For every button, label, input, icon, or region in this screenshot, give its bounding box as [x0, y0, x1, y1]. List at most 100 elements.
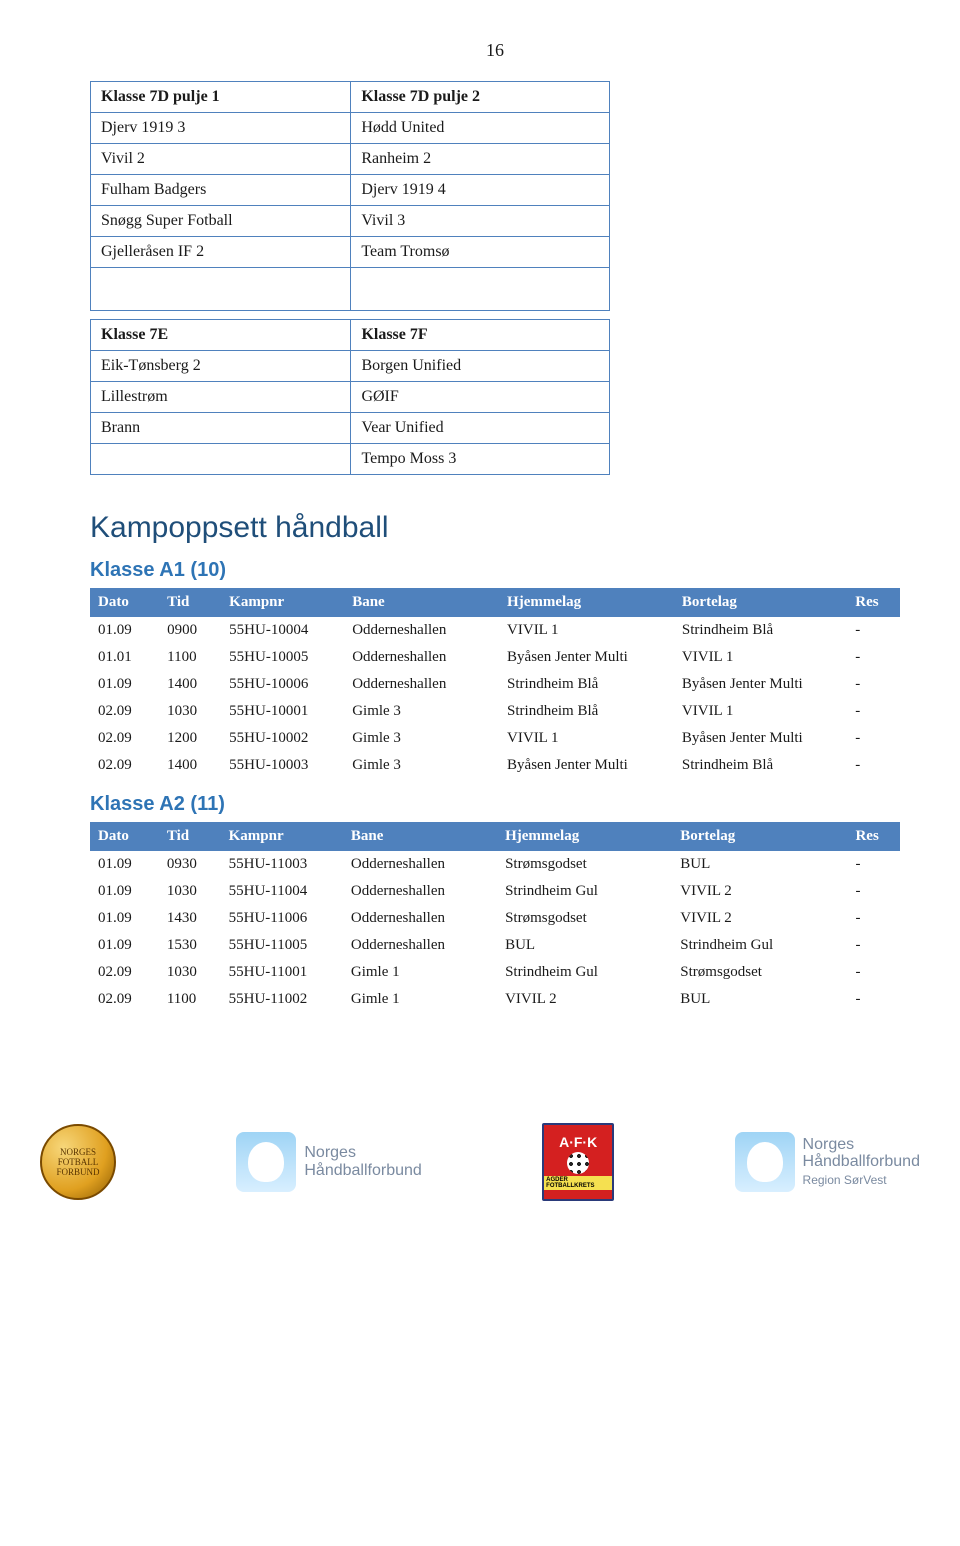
- group-cell: Snøgg Super Fotball: [91, 206, 351, 237]
- klasse-a2-title: Klasse A2 (11): [90, 793, 900, 816]
- table-cell-hj: VIVIL 1: [499, 725, 674, 752]
- table-cell-kamp: 55HU-10004: [221, 617, 344, 644]
- table-cell-dato: 01.01: [90, 644, 159, 671]
- table-cell-bo: VIVIL 1: [674, 644, 847, 671]
- table-row: 02.09140055HU-10003Gimle 3Byåsen Jenter …: [90, 752, 900, 779]
- table-cell-bane: Gimle 3: [344, 698, 499, 725]
- col-bortelag: Bortelag: [672, 822, 847, 851]
- table-cell-bo: Strindheim Gul: [672, 932, 847, 959]
- table-cell-res: -: [847, 851, 900, 878]
- group-cell: Gjelleråsen IF 2: [91, 237, 351, 268]
- afk-logo: A·F·K AGDER FOTBALLKRETS: [542, 1123, 614, 1201]
- group-table-7d: Klasse 7D pulje 1 Klasse 7D pulje 2 Djer…: [90, 81, 610, 311]
- afk-label: A·F·K: [559, 1134, 597, 1150]
- col-bane: Bane: [344, 588, 499, 617]
- schedule-table-a1: Dato Tid Kampnr Bane Hjemmelag Bortelag …: [90, 588, 900, 779]
- polar-bear-icon: [236, 1132, 296, 1192]
- table-cell-dato: 01.09: [90, 905, 159, 932]
- group-cell: Hødd United: [351, 113, 610, 144]
- table-cell-bane: Odderneshallen: [343, 905, 497, 932]
- table-header-row: Dato Tid Kampnr Bane Hjemmelag Bortelag …: [90, 588, 900, 617]
- table-cell-tid: 1400: [159, 752, 221, 779]
- table-cell-dato: 01.09: [90, 851, 159, 878]
- table-cell-dato: 01.09: [90, 617, 159, 644]
- table-cell-res: -: [847, 878, 900, 905]
- table-cell-hj: BUL: [497, 932, 672, 959]
- table-cell-bo: VIVIL 2: [672, 878, 847, 905]
- group-cell: [91, 444, 351, 475]
- col-tid: Tid: [159, 588, 221, 617]
- table-cell-bo: BUL: [672, 851, 847, 878]
- table-cell-res: -: [847, 617, 900, 644]
- table-cell-bane: Gimle 1: [343, 959, 497, 986]
- table-cell-bo: Byåsen Jenter Multi: [674, 725, 847, 752]
- table-cell-bane: Odderneshallen: [344, 617, 499, 644]
- table-cell-tid: 1100: [159, 986, 221, 1013]
- group-cell: Fulham Badgers: [91, 175, 351, 206]
- group-cell: Team Tromsø: [351, 237, 610, 268]
- table-cell-bane: Odderneshallen: [344, 671, 499, 698]
- table-cell-dato: 02.09: [90, 986, 159, 1013]
- table-cell-kamp: 55HU-11001: [221, 959, 343, 986]
- table-cell-dato: 02.09: [90, 725, 159, 752]
- nhf-region-text: NorgesHåndballforbundRegion SørVest: [803, 1136, 920, 1189]
- table-cell-kamp: 55HU-10002: [221, 725, 344, 752]
- table-cell-res: -: [847, 752, 900, 779]
- page: 16 Klasse 7D pulje 1 Klasse 7D pulje 2 D…: [0, 0, 960, 1033]
- table-cell-hj: Byåsen Jenter Multi: [499, 752, 674, 779]
- group-cell: Brann: [91, 413, 351, 444]
- group-header-7d2: Klasse 7D pulje 2: [351, 82, 610, 113]
- nhf-region: Region SørVest: [803, 1173, 887, 1187]
- klasse-a1-title: Klasse A1 (10): [90, 559, 900, 582]
- table-cell-hj: Strindheim Gul: [497, 959, 672, 986]
- table-cell-bane: Odderneshallen: [344, 644, 499, 671]
- nff-crest-icon: NORGESFOTBALLFORBUND: [40, 1124, 116, 1200]
- nhf-text: NorgesHåndballforbund: [304, 1144, 421, 1179]
- table-cell-kamp: 55HU-10001: [221, 698, 344, 725]
- table-cell-tid: 0900: [159, 617, 221, 644]
- afk-sub: AGDER FOTBALLKRETS: [544, 1176, 612, 1190]
- group-cell: Tempo Moss 3: [351, 444, 610, 475]
- col-hjemmelag: Hjemmelag: [499, 588, 674, 617]
- group-cell: Vivil 2: [91, 144, 351, 175]
- table-cell-kamp: 55HU-10003: [221, 752, 344, 779]
- col-res: Res: [847, 588, 900, 617]
- table-row: 01.09103055HU-11004OdderneshallenStrindh…: [90, 878, 900, 905]
- table-cell-dato: 01.09: [90, 671, 159, 698]
- table-cell-res: -: [847, 698, 900, 725]
- table-cell-tid: 1030: [159, 959, 221, 986]
- group-cell-empty: [351, 268, 610, 311]
- col-tid: Tid: [159, 822, 221, 851]
- table-cell-tid: 1030: [159, 878, 221, 905]
- table-header-row: Dato Tid Kampnr Bane Hjemmelag Bortelag …: [90, 822, 900, 851]
- table-cell-dato: 02.09: [90, 752, 159, 779]
- table-cell-bane: Gimle 3: [344, 725, 499, 752]
- table-cell-tid: 1100: [159, 644, 221, 671]
- table-row: 01.09093055HU-11003OdderneshallenStrømsg…: [90, 851, 900, 878]
- group-table-7ef: Klasse 7E Klasse 7F Eik-Tønsberg 2Borgen…: [90, 319, 610, 475]
- table-cell-bo: VIVIL 1: [674, 698, 847, 725]
- col-bortelag: Bortelag: [674, 588, 847, 617]
- table-cell-hj: Byåsen Jenter Multi: [499, 644, 674, 671]
- table-row: 02.09103055HU-11001Gimle 1Strindheim Gul…: [90, 959, 900, 986]
- table-cell-res: -: [847, 671, 900, 698]
- table-cell-hj: Strindheim Blå: [499, 671, 674, 698]
- col-kampnr: Kampnr: [221, 588, 344, 617]
- table-row: 01.01110055HU-10005OdderneshallenByåsen …: [90, 644, 900, 671]
- table-row: 01.09143055HU-11006OdderneshallenStrømsg…: [90, 905, 900, 932]
- table-cell-kamp: 55HU-10005: [221, 644, 344, 671]
- table-cell-res: -: [847, 644, 900, 671]
- table-cell-tid: 1530: [159, 932, 221, 959]
- group-header-7f: Klasse 7F: [351, 320, 610, 351]
- col-bane: Bane: [343, 822, 497, 851]
- table-cell-kamp: 55HU-11005: [221, 932, 343, 959]
- table-row: 01.09140055HU-10006OdderneshallenStrindh…: [90, 671, 900, 698]
- group-cell: Ranheim 2: [351, 144, 610, 175]
- polar-bear-icon: [735, 1132, 795, 1192]
- group-header-7d1: Klasse 7D pulje 1: [91, 82, 351, 113]
- table-cell-res: -: [847, 932, 900, 959]
- table-cell-res: -: [847, 725, 900, 752]
- group-cell: Djerv 1919 3: [91, 113, 351, 144]
- table-cell-tid: 1400: [159, 671, 221, 698]
- group-cell: Lillestrøm: [91, 382, 351, 413]
